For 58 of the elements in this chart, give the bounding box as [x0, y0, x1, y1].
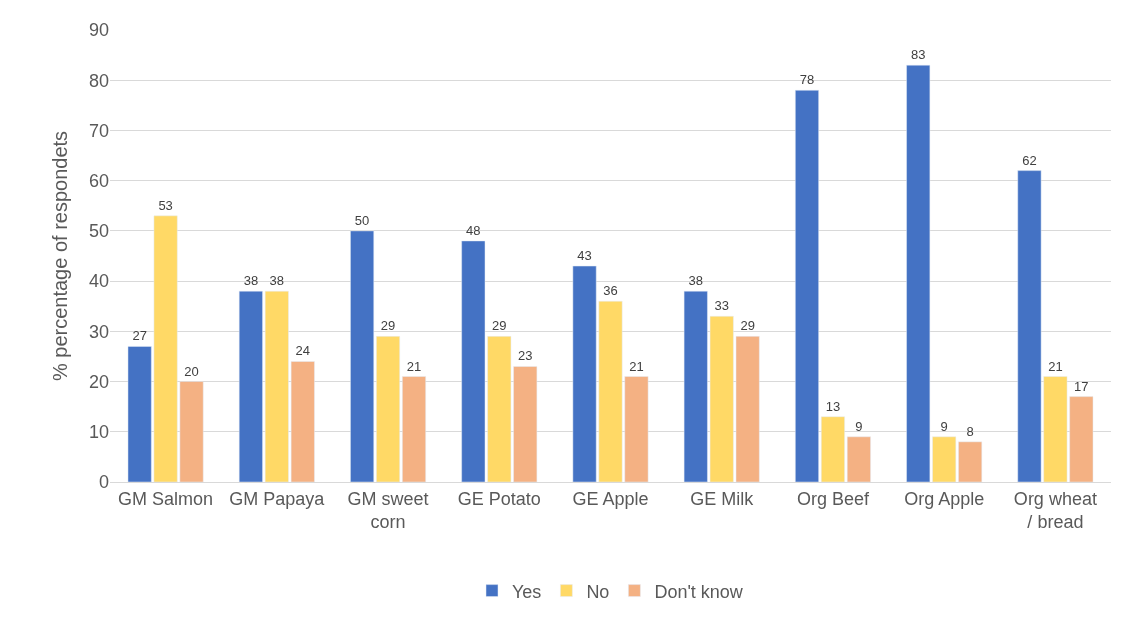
- data-label: 78: [799, 72, 815, 88]
- x-tick-label: Org Apple: [904, 488, 985, 509]
- y-tick-label: 40: [88, 271, 109, 292]
- data-label: 27: [132, 328, 147, 344]
- y-tick-label: 0: [98, 472, 109, 493]
- y-tick-label: 30: [88, 321, 109, 342]
- data-label: 50: [354, 212, 370, 228]
- y-tick-label: 10: [88, 422, 109, 443]
- bar: [350, 230, 375, 482]
- x-tick-label: Org wheat / bread: [1013, 488, 1097, 532]
- data-label: 53: [158, 197, 173, 213]
- bar: [821, 416, 845, 482]
- data-label: 38: [243, 273, 259, 289]
- bar: [238, 290, 263, 482]
- x-tick-label: GM sweet corn: [347, 488, 429, 532]
- legend-label: Yes: [512, 581, 542, 602]
- x-tick-label: GM Salmon: [118, 488, 214, 509]
- bar: [958, 441, 983, 482]
- data-label: 29: [380, 318, 396, 334]
- legend-label: Don't know: [654, 581, 744, 602]
- data-label: 33: [714, 298, 729, 314]
- data-label: 21: [406, 358, 422, 374]
- data-label: 23: [518, 348, 533, 364]
- y-tick-label: 70: [88, 120, 109, 141]
- legend-label: No: [586, 581, 610, 602]
- y-tick-label: 80: [88, 70, 109, 91]
- y-tick-label: 50: [88, 221, 109, 242]
- data-label: 38: [688, 273, 703, 289]
- bar: [376, 336, 400, 482]
- data-label: 62: [1022, 152, 1037, 168]
- x-tick-label: GM Papaya: [229, 488, 326, 509]
- data-label: 20: [184, 363, 199, 379]
- data-label: 36: [603, 283, 618, 299]
- data-label: 83: [910, 47, 926, 63]
- data-label: 48: [466, 222, 481, 238]
- data-label: 29: [492, 318, 507, 334]
- x-tick-label: GE Potato: [457, 488, 541, 509]
- y-tick-label: 60: [88, 170, 109, 191]
- data-label: 9: [855, 418, 863, 434]
- y-tick-label: 20: [88, 371, 109, 392]
- x-tick-label: GE Milk: [690, 488, 755, 509]
- data-label: 8: [966, 423, 974, 439]
- x-tick-label: GE Apple: [572, 488, 649, 509]
- y-axis-title: % percentage of respondets: [49, 130, 72, 382]
- data-label: 21: [629, 358, 644, 374]
- data-label: 9: [940, 418, 948, 434]
- bar: [846, 436, 871, 482]
- x-tick-label: Org Beef: [796, 488, 870, 509]
- data-label: 38: [269, 273, 285, 289]
- data-label: 43: [577, 248, 592, 264]
- data-label: 13: [825, 398, 841, 414]
- bar: [402, 376, 426, 482]
- data-label: 17: [1074, 378, 1089, 394]
- data-label: 24: [295, 343, 311, 359]
- data-label: 21: [1048, 358, 1063, 374]
- bar: [795, 90, 819, 482]
- data-label: 29: [740, 318, 755, 334]
- y-tick-label: 90: [88, 20, 109, 41]
